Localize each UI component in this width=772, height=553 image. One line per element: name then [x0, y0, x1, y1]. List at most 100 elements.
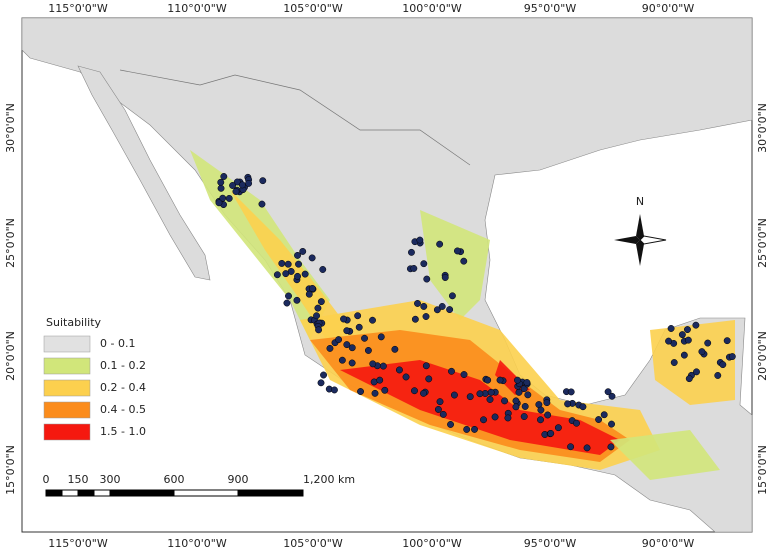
occurrence-point	[693, 368, 700, 376]
occurrence-point	[453, 247, 461, 255]
occurrence-point	[524, 391, 532, 399]
occurrence-point	[471, 425, 478, 433]
occurrence-point	[411, 315, 419, 323]
longitude-label: 115°0'0"W	[48, 2, 108, 15]
legend-swatch	[43, 379, 91, 397]
occurrence-point	[554, 424, 562, 432]
occurrence-point	[463, 425, 471, 433]
occurrence-point	[371, 389, 379, 397]
occurrence-point	[338, 356, 346, 364]
occurrence-point	[293, 296, 301, 304]
scale-label: 1,200 km	[303, 473, 355, 486]
occurrence-point	[423, 275, 431, 283]
occurrence-point	[420, 302, 428, 310]
occurrence-point	[604, 388, 612, 396]
occurrence-point	[684, 336, 692, 344]
suitability-zone	[610, 430, 720, 480]
occurrence-point	[259, 177, 267, 185]
occurrence-point	[355, 323, 363, 331]
scale-segment	[93, 489, 111, 497]
scale-label: 600	[164, 473, 185, 486]
occurrence-point	[308, 254, 316, 262]
latitude-label: 20°0'0"N	[756, 331, 769, 381]
occurrence-point	[361, 334, 368, 342]
occurrence-point	[215, 199, 223, 207]
occurrence-point	[420, 260, 428, 268]
occurrence-point	[515, 388, 523, 396]
legend-items: 0 - 0.1 0.1 - 0.2 0.2 - 0.4 0.4 - 0.5 1.5 - …	[43, 335, 146, 441]
occurrence-point	[608, 420, 615, 428]
legend-swatch	[43, 423, 91, 441]
occurrence-point	[436, 398, 444, 406]
legend-swatch	[43, 357, 91, 375]
occurrence-point	[579, 403, 587, 411]
occurrence-point	[326, 344, 334, 352]
arrow-w	[614, 236, 640, 244]
latitude-label: 15°0'0"N	[756, 445, 769, 495]
occurrence-point	[301, 270, 309, 278]
occurrence-point	[441, 274, 449, 281]
occurrence-point	[294, 272, 301, 280]
occurrence-point	[381, 386, 389, 394]
scale-label: 0	[43, 473, 50, 486]
occurrence-point	[704, 339, 712, 347]
north-label: N	[636, 195, 644, 208]
occurrence-point	[719, 361, 727, 369]
occurrence-point	[665, 337, 673, 345]
occurrence-point	[354, 312, 362, 320]
occurrence-point	[667, 325, 675, 332]
scale-segment	[173, 489, 239, 497]
occurrence-point	[379, 362, 387, 370]
occurrence-point	[245, 179, 253, 187]
occurrence-point	[460, 257, 468, 265]
occurrence-point	[512, 403, 520, 411]
occurrence-point	[564, 400, 572, 408]
baja-peninsula	[77, 65, 211, 281]
latitude-label: 25°0'0"N	[756, 218, 769, 268]
occurrence-point	[496, 376, 504, 384]
occurrence-point	[348, 344, 356, 352]
occurrence-point	[357, 388, 364, 395]
scale-segment	[237, 489, 304, 497]
occurrence-point	[410, 265, 418, 272]
occurrence-point	[491, 413, 499, 421]
longitude-label: 95°0'0"W	[524, 2, 577, 15]
occurrence-point	[504, 414, 512, 422]
occurrence-point	[684, 326, 691, 334]
border	[119, 69, 471, 166]
occurrence-point	[670, 359, 678, 366]
occurrence-point	[313, 312, 320, 320]
occurrence-point	[422, 313, 430, 320]
occurrence-point	[447, 421, 454, 428]
longitude-label: 95°0'0"W	[524, 537, 577, 550]
occurrence-point	[433, 306, 441, 314]
occurrence-point	[480, 416, 487, 424]
longitude-label: 105°0'0"W	[283, 537, 343, 550]
occurrence-point	[476, 390, 484, 398]
occurrence-point	[537, 406, 545, 414]
scale-segment	[109, 489, 175, 497]
occurrence-point	[369, 316, 376, 324]
occurrence-point	[537, 416, 544, 424]
occurrence-point	[573, 419, 580, 427]
occurrence-point	[523, 379, 531, 386]
occurrence-point	[714, 372, 722, 379]
latitude-label: 15°0'0"N	[4, 445, 17, 495]
suitability-zone	[420, 210, 490, 320]
scale-segment	[77, 489, 95, 497]
longitude-label: 100°0'0"W	[402, 537, 462, 550]
occurrence-point	[335, 336, 343, 344]
occurrence-point	[486, 396, 494, 403]
latitude-labels: 30°0'0"N 30°0'0"N 25°0'0"N 25°0'0"N 20°0'0"N…	[4, 103, 769, 495]
occurrence-point	[600, 411, 608, 419]
occurrence-point	[680, 351, 688, 359]
occurrence-point	[460, 371, 468, 378]
occurrence-point	[544, 411, 552, 419]
occurrence-point	[284, 260, 292, 268]
occurrence-point	[436, 240, 444, 248]
occurrence-point	[567, 443, 575, 451]
longitude-label: 115°0'0"W	[48, 537, 108, 550]
occurrence-point	[402, 373, 410, 381]
occurrence-point	[217, 178, 225, 186]
occurrence-point	[315, 326, 323, 334]
